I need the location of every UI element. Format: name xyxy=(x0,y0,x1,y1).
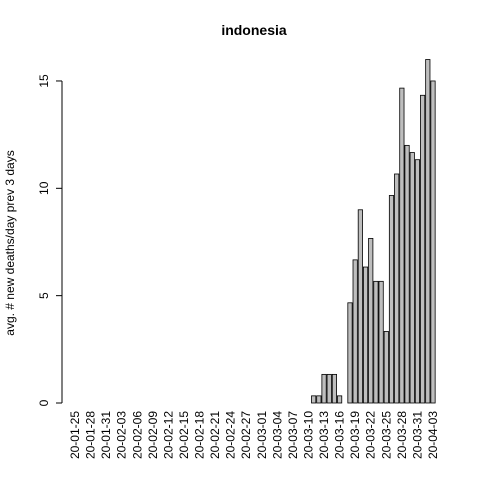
x-tick-label: 20-02-03 xyxy=(115,411,129,459)
x-tick-label: 20-03-28 xyxy=(395,411,409,459)
x-tick-label: 20-02-12 xyxy=(161,411,175,459)
y-tick-label: 15 xyxy=(37,74,51,88)
bar xyxy=(331,373,337,404)
x-tick-label: 20-02-18 xyxy=(193,411,207,459)
x-tick-label: 20-03-07 xyxy=(286,411,300,459)
x-tick-label: 20-02-27 xyxy=(239,411,253,459)
bar xyxy=(425,59,431,404)
y-tick-label: 0 xyxy=(37,399,51,406)
bar xyxy=(373,280,379,404)
x-tick-label: 20-02-09 xyxy=(146,411,160,459)
x-tick-label: 20-03-13 xyxy=(317,411,331,459)
y-tick-label: 10 xyxy=(37,181,51,195)
y-axis-label: avg. # new deaths/day prev 3 days xyxy=(3,150,17,335)
bar xyxy=(316,395,322,404)
bar xyxy=(383,331,389,404)
bar xyxy=(378,280,384,404)
bar xyxy=(414,159,420,404)
x-tick-label: 20-03-22 xyxy=(364,411,378,459)
bar xyxy=(311,395,317,404)
bar xyxy=(409,152,415,404)
x-tick-label: 20-01-25 xyxy=(68,411,82,459)
x-tick-label: 20-01-31 xyxy=(99,411,113,459)
x-tick-label: 20-03-10 xyxy=(301,411,315,459)
bar xyxy=(337,395,343,404)
bar xyxy=(352,259,358,404)
x-tick-label: 20-03-01 xyxy=(255,411,269,459)
x-tick-label: 20-02-06 xyxy=(130,411,144,459)
x-tick-label: 20-03-16 xyxy=(333,411,347,459)
bar xyxy=(420,94,426,404)
bar xyxy=(394,173,400,404)
bar xyxy=(399,87,405,404)
bar xyxy=(362,266,369,404)
x-tick-label: 20-03-31 xyxy=(410,411,424,459)
bar xyxy=(326,373,332,404)
bar xyxy=(430,80,436,404)
bar xyxy=(388,195,395,404)
x-tick-label: 20-03-25 xyxy=(379,411,393,459)
x-tick-label: 20-01-28 xyxy=(84,411,98,459)
bar xyxy=(357,209,363,404)
bar xyxy=(404,144,410,404)
bar xyxy=(347,302,353,404)
bar xyxy=(321,373,327,404)
x-tick-label: 20-03-19 xyxy=(348,411,362,459)
x-tick-label: 20-02-15 xyxy=(177,411,191,459)
x-tick-label: 20-03-04 xyxy=(270,411,284,459)
chart-title: indonesia xyxy=(221,22,287,38)
x-tick-label: 20-04-03 xyxy=(426,411,440,459)
x-tick-label: 20-02-21 xyxy=(208,411,222,459)
x-tick-label: 20-02-24 xyxy=(224,411,238,459)
bar xyxy=(368,237,374,404)
y-tick-label: 5 xyxy=(37,292,51,299)
